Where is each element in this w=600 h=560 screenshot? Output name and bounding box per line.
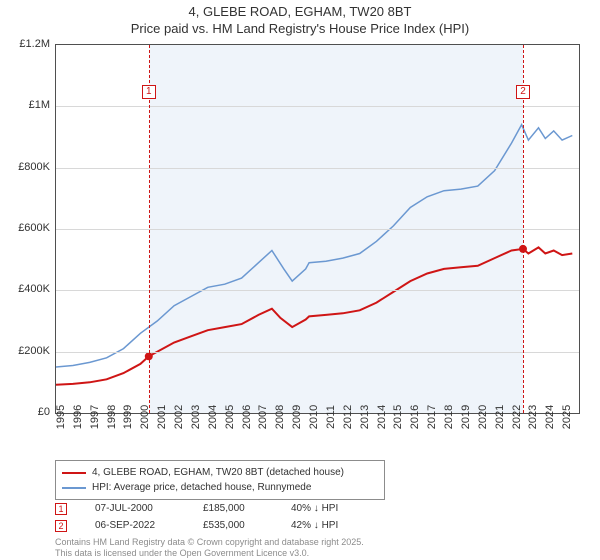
legend-label-hpi: HPI: Average price, detached house, Runn… bbox=[92, 480, 311, 495]
gridline bbox=[56, 168, 579, 169]
x-tick-label: 2001 bbox=[156, 405, 168, 429]
x-tick-label: 2002 bbox=[173, 405, 185, 429]
sale-hpi-diff: 42% ↓ HPI bbox=[291, 517, 381, 534]
x-tick-label: 1995 bbox=[55, 405, 67, 429]
sale-date: 07-JUL-2000 bbox=[95, 500, 175, 517]
x-tick-label: 2018 bbox=[443, 405, 455, 429]
y-tick-label: £1.2M bbox=[6, 38, 50, 50]
x-tick-label: 1999 bbox=[122, 405, 134, 429]
sale-index-box: 1 bbox=[55, 503, 67, 515]
x-tick-label: 2006 bbox=[241, 405, 253, 429]
x-tick-label: 2004 bbox=[207, 405, 219, 429]
sale-hpi-diff: 40% ↓ HPI bbox=[291, 500, 381, 517]
x-tick-label: 2016 bbox=[409, 405, 421, 429]
x-tick-label: 2023 bbox=[527, 405, 539, 429]
sale-row: 2 06-SEP-2022 £535,000 42% ↓ HPI bbox=[55, 517, 381, 534]
x-tick-label: 2005 bbox=[224, 405, 236, 429]
sale-index-box: 2 bbox=[55, 520, 67, 532]
x-tick-label: 1996 bbox=[72, 405, 84, 429]
x-tick-label: 2011 bbox=[325, 405, 337, 429]
y-tick-label: £200K bbox=[6, 345, 50, 357]
legend-label-price-paid: 4, GLEBE ROAD, EGHAM, TW20 8BT (detached… bbox=[92, 465, 344, 480]
title-line-1: 4, GLEBE ROAD, EGHAM, TW20 8BT bbox=[0, 4, 600, 21]
x-tick-label: 2013 bbox=[359, 405, 371, 429]
series-hpi bbox=[56, 125, 572, 367]
sale-row: 1 07-JUL-2000 £185,000 40% ↓ HPI bbox=[55, 500, 381, 517]
title-line-2: Price paid vs. HM Land Registry's House … bbox=[0, 21, 600, 38]
x-tick-label: 1998 bbox=[106, 405, 118, 429]
gridline bbox=[56, 290, 579, 291]
y-tick-label: £0 bbox=[6, 406, 50, 418]
x-tick-label: 2019 bbox=[460, 405, 472, 429]
sale-marker-box-2: 2 bbox=[516, 85, 530, 99]
series-price_paid bbox=[56, 247, 572, 384]
sale-marker-dash bbox=[523, 45, 524, 413]
y-tick-label: £1M bbox=[6, 99, 50, 111]
chart-plot-area: 12 bbox=[55, 44, 580, 414]
x-tick-label: 2014 bbox=[376, 405, 388, 429]
y-tick-label: £600K bbox=[6, 222, 50, 234]
sale-marker-dash bbox=[149, 45, 150, 413]
x-tick-label: 2009 bbox=[291, 405, 303, 429]
sale-marker-box-1: 1 bbox=[142, 85, 156, 99]
legend-swatch-hpi bbox=[62, 487, 86, 489]
x-tick-label: 2007 bbox=[257, 405, 269, 429]
legend-swatch-price-paid bbox=[62, 472, 86, 474]
legend-row-2: HPI: Average price, detached house, Runn… bbox=[62, 480, 378, 495]
x-tick-label: 2008 bbox=[274, 405, 286, 429]
copyright-line-1: Contains HM Land Registry data © Crown c… bbox=[55, 537, 364, 548]
legend: 4, GLEBE ROAD, EGHAM, TW20 8BT (detached… bbox=[55, 460, 385, 500]
gridline bbox=[56, 229, 579, 230]
x-tick-label: 2010 bbox=[308, 405, 320, 429]
y-tick-label: £800K bbox=[6, 161, 50, 173]
sale-date: 06-SEP-2022 bbox=[95, 517, 175, 534]
chart-title-block: 4, GLEBE ROAD, EGHAM, TW20 8BT Price pai… bbox=[0, 0, 600, 42]
legend-row-1: 4, GLEBE ROAD, EGHAM, TW20 8BT (detached… bbox=[62, 465, 378, 480]
x-tick-label: 2003 bbox=[190, 405, 202, 429]
x-tick-label: 1997 bbox=[89, 405, 101, 429]
x-tick-label: 2015 bbox=[392, 405, 404, 429]
y-tick-label: £400K bbox=[6, 283, 50, 295]
copyright-line-2: This data is licensed under the Open Gov… bbox=[55, 548, 364, 559]
sale-price: £185,000 bbox=[203, 500, 263, 517]
copyright: Contains HM Land Registry data © Crown c… bbox=[55, 537, 364, 559]
x-tick-label: 2020 bbox=[477, 405, 489, 429]
x-tick-label: 2024 bbox=[544, 405, 556, 429]
gridline bbox=[56, 352, 579, 353]
x-tick-label: 2012 bbox=[342, 405, 354, 429]
sale-price: £535,000 bbox=[203, 517, 263, 534]
gridline bbox=[56, 106, 579, 107]
sales-table: 1 07-JUL-2000 £185,000 40% ↓ HPI 2 06-SEP-202… bbox=[55, 500, 381, 534]
x-tick-label: 2017 bbox=[426, 405, 438, 429]
x-tick-label: 2021 bbox=[494, 405, 506, 429]
x-tick-label: 2022 bbox=[511, 405, 523, 429]
x-tick-label: 2025 bbox=[561, 405, 573, 429]
